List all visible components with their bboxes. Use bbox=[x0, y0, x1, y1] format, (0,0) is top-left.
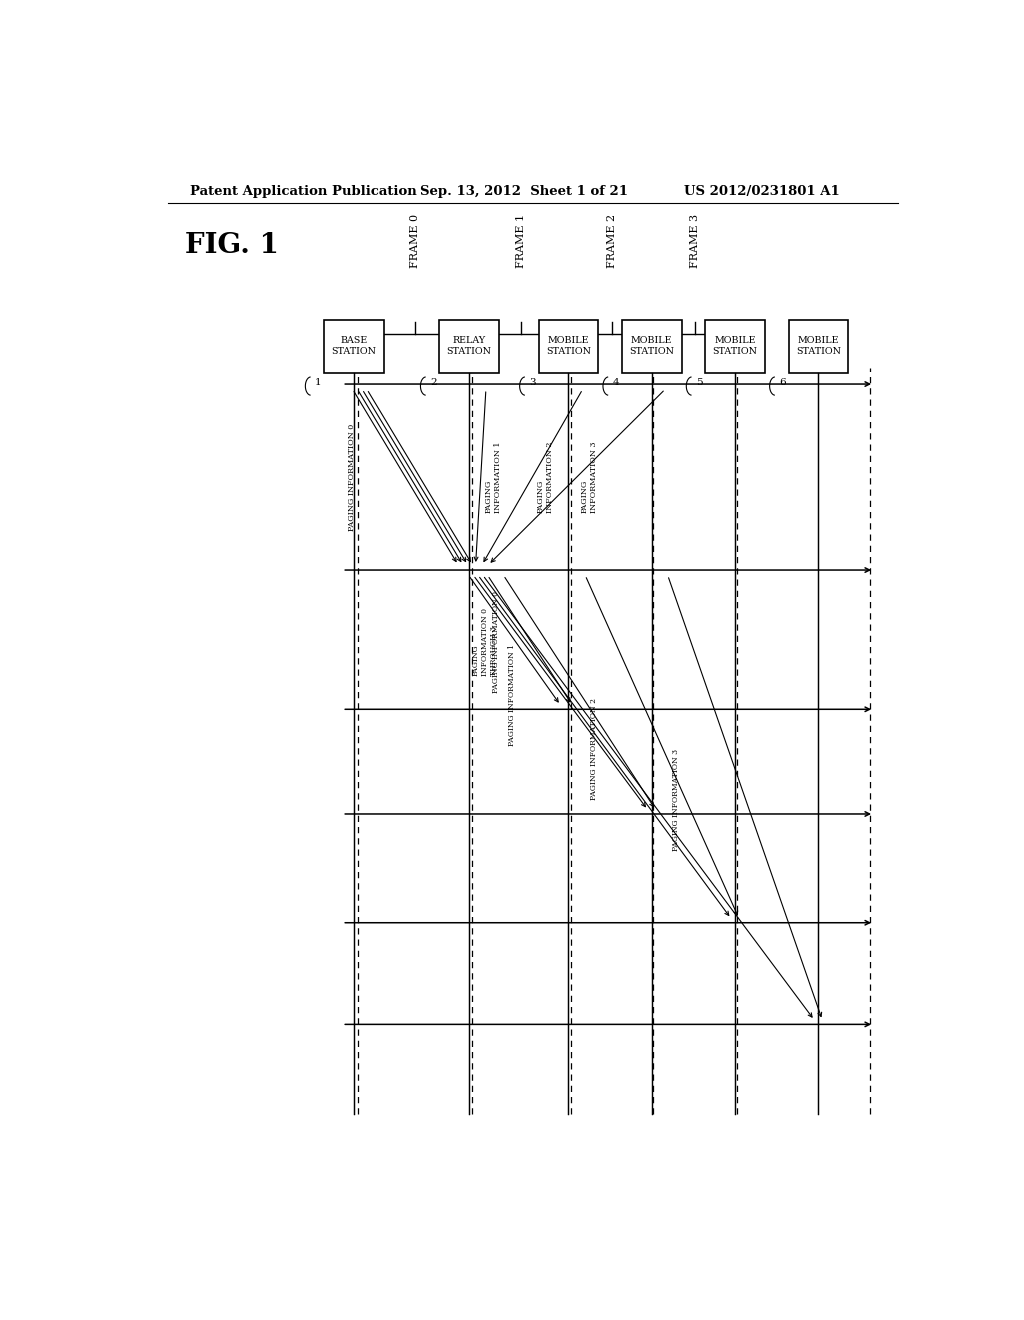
Bar bbox=[439, 319, 499, 372]
Text: US 2012/0231801 A1: US 2012/0231801 A1 bbox=[684, 185, 840, 198]
Text: 6: 6 bbox=[779, 378, 785, 387]
Text: PAGING
INFORMATION 1: PAGING INFORMATION 1 bbox=[484, 441, 502, 512]
Bar bbox=[539, 319, 598, 372]
Text: Patent Application Publication: Patent Application Publication bbox=[189, 185, 417, 198]
Text: 3: 3 bbox=[529, 378, 536, 387]
Text: PAGING
INFORMATION 2: PAGING INFORMATION 2 bbox=[537, 441, 554, 512]
Text: FRAME 3: FRAME 3 bbox=[690, 214, 700, 268]
Text: PAGING INFORMATION 2: PAGING INFORMATION 2 bbox=[590, 698, 598, 800]
Bar bbox=[788, 319, 848, 372]
Text: FIG. 1: FIG. 1 bbox=[185, 231, 279, 259]
Text: 4: 4 bbox=[612, 378, 618, 387]
Text: FRAME 1: FRAME 1 bbox=[516, 214, 526, 268]
Bar bbox=[706, 319, 765, 372]
Text: 1: 1 bbox=[314, 378, 322, 387]
Text: PAGING INFORMATION 0: PAGING INFORMATION 0 bbox=[493, 591, 501, 693]
Text: BASE
STATION: BASE STATION bbox=[332, 337, 377, 356]
Text: PAGING INFORMATION 1: PAGING INFORMATION 1 bbox=[508, 644, 516, 746]
Text: MOBILE
STATION: MOBILE STATION bbox=[713, 337, 758, 356]
Bar bbox=[325, 319, 384, 372]
Text: RELAY
STATION: RELAY STATION bbox=[446, 337, 492, 356]
Text: PAGING INFORMATION 0: PAGING INFORMATION 0 bbox=[348, 424, 355, 531]
Text: PAGING
INFORMATION 0
THROUGH 3: PAGING INFORMATION 0 THROUGH 3 bbox=[472, 609, 498, 676]
Text: 2: 2 bbox=[430, 378, 436, 387]
Text: FRAME 2: FRAME 2 bbox=[607, 214, 617, 268]
Text: MOBILE
STATION: MOBILE STATION bbox=[546, 337, 591, 356]
Text: PAGING INFORMATION 3: PAGING INFORMATION 3 bbox=[673, 748, 680, 851]
Text: MOBILE
STATION: MOBILE STATION bbox=[630, 337, 674, 356]
Text: MOBILE
STATION: MOBILE STATION bbox=[796, 337, 841, 356]
Bar bbox=[622, 319, 682, 372]
Text: 5: 5 bbox=[695, 378, 702, 387]
Text: Sep. 13, 2012  Sheet 1 of 21: Sep. 13, 2012 Sheet 1 of 21 bbox=[420, 185, 628, 198]
Text: FRAME 0: FRAME 0 bbox=[410, 214, 420, 268]
Text: PAGING
INFORMATION 3: PAGING INFORMATION 3 bbox=[581, 441, 598, 512]
